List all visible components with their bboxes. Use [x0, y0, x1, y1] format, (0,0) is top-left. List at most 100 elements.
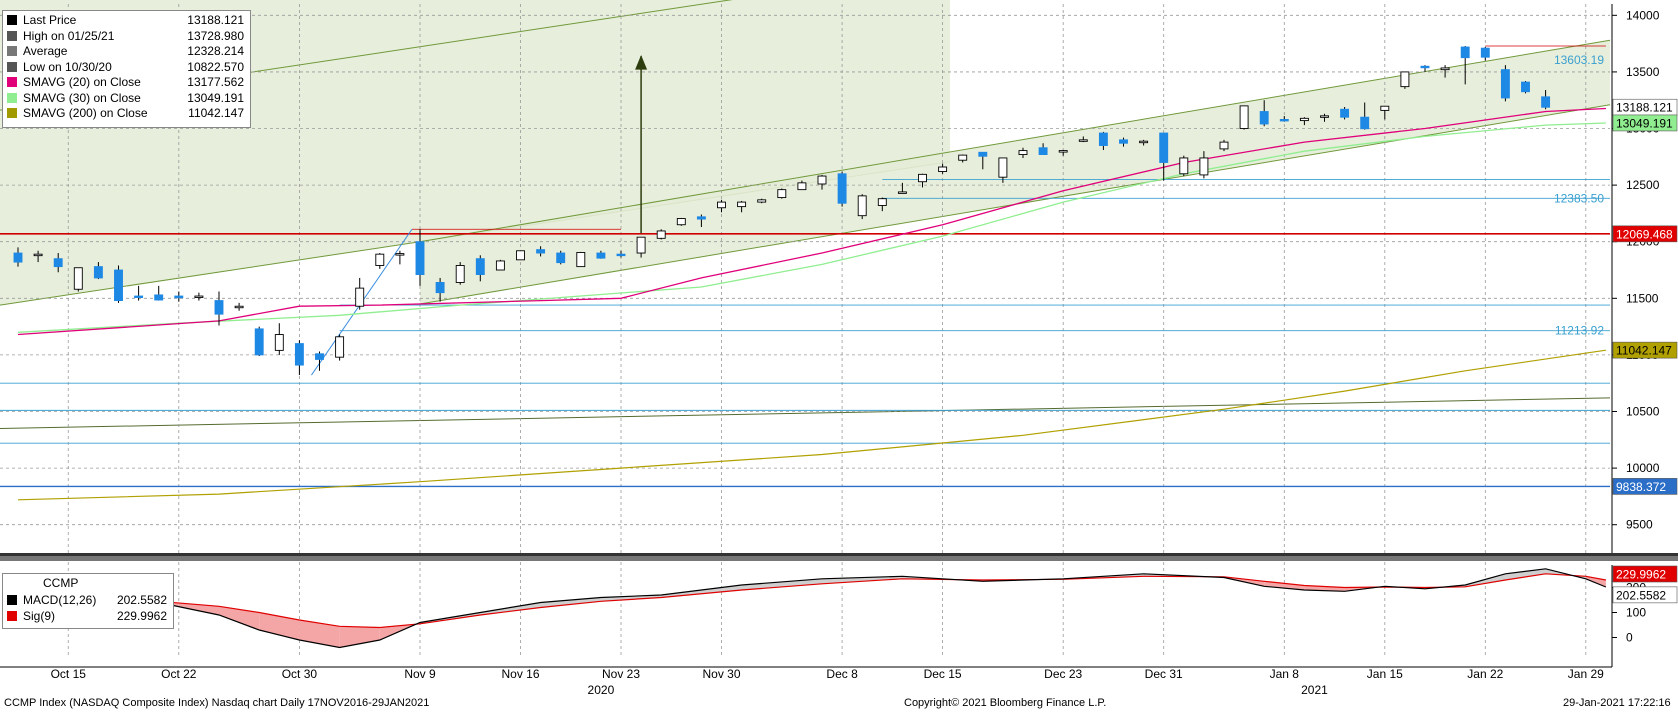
- candle-body: [636, 236, 646, 254]
- legend-swatch: [7, 77, 17, 87]
- candle-body: [274, 334, 284, 351]
- candle-body: [1480, 47, 1490, 58]
- legend-swatch: [7, 30, 17, 41]
- y-tick-label: 10000: [1626, 461, 1660, 475]
- macd-fill: [219, 606, 260, 630]
- legend-swatch: [7, 46, 17, 56]
- panel-divider-2: [0, 556, 1678, 561]
- x-tick-label: Jan 8: [1270, 667, 1300, 681]
- measure-arrow-head: [635, 54, 648, 70]
- y-tick-label: 14000: [1626, 8, 1660, 22]
- candle-body: [958, 154, 968, 161]
- macd-tag-1: [1612, 586, 1678, 604]
- x-tick-label: Oct 22: [161, 667, 197, 681]
- candle-body: [294, 343, 304, 366]
- legend-row: Low on 10/30/20 10822.570: [3, 60, 250, 74]
- candle-body: [857, 195, 867, 217]
- long-trendline: [0, 397, 1611, 429]
- sma20-line: [17, 107, 1606, 336]
- footer-timestamp: 29-Jan-2021 17:22:16: [1563, 697, 1671, 709]
- x-tick-label: Dec 8: [826, 667, 858, 681]
- legend-label: MACD(12,26): [23, 593, 97, 607]
- legend-value: 11042.147: [188, 106, 244, 120]
- candle-body: [254, 328, 264, 356]
- macd-fill: [1505, 568, 1546, 580]
- macd-fill: [1264, 581, 1305, 590]
- footer-source: CCMP Index (NASDAQ Composite Index) Nasd…: [4, 697, 430, 709]
- candle-body: [1279, 119, 1289, 122]
- legend-value: 13728.980: [187, 28, 244, 43]
- candle-body: [194, 295, 204, 298]
- macd-tag-text: 229.9962: [1616, 568, 1666, 582]
- macd-fill: [259, 612, 300, 640]
- candle-body: [1119, 139, 1128, 144]
- candle-body: [455, 265, 465, 283]
- fib-label-2: 11213.92: [1555, 324, 1604, 338]
- legend-value: 229.9962: [116, 608, 167, 623]
- price-tag-1: [1612, 114, 1678, 132]
- legend-value: 13188.121: [187, 13, 244, 27]
- candle-body: [998, 157, 1008, 178]
- candle-body: [596, 252, 606, 259]
- candle-body: [53, 258, 63, 268]
- macd-fill: [600, 595, 662, 602]
- candle-body: [1139, 140, 1149, 144]
- candle-body: [877, 198, 887, 206]
- candle-body: [395, 253, 405, 256]
- price-tag-2: [1612, 225, 1678, 243]
- fib-label-1: 12383.50: [1554, 191, 1604, 205]
- candle-body: [1179, 157, 1189, 175]
- macd-y-tick-label-0: 0: [1626, 631, 1633, 645]
- price-tag-3: [1612, 341, 1678, 359]
- legend-row: Average 12328.214: [3, 44, 250, 58]
- candle-body: [93, 266, 103, 279]
- candle-body: [536, 249, 546, 254]
- legend-swatch: [7, 108, 17, 118]
- candle-body: [1299, 117, 1309, 122]
- price-tag-text: 13188.121: [1616, 101, 1673, 115]
- footer-copyright: Copyright© 2021 Bloomberg Finance L.P.: [904, 697, 1107, 709]
- legend-swatch: [7, 595, 17, 605]
- x-tick-label: Jan 15: [1367, 667, 1403, 681]
- sma30-line: [17, 122, 1606, 333]
- x-tick-label: Nov 9: [404, 667, 436, 681]
- candle-body: [1440, 67, 1450, 71]
- y-tick-label: 13500: [1626, 65, 1660, 79]
- candle-body: [1078, 139, 1088, 142]
- fib-label-0: 13603.19: [1554, 53, 1604, 67]
- candle-body: [335, 336, 345, 358]
- price-tag-4: [1612, 478, 1678, 495]
- candle-body: [576, 252, 586, 268]
- x-tick-label: Dec 23: [1044, 667, 1082, 681]
- candle-body: [1320, 115, 1329, 118]
- x-tick-label: Dec 31: [1145, 667, 1183, 681]
- candle-body: [1521, 81, 1530, 93]
- macd-legend: CCMP MACD(12,26) 202.5582 Sig(9) 229.9962: [2, 573, 174, 629]
- candle-body: [837, 173, 847, 204]
- candle-body: [737, 201, 747, 208]
- candle-body: [375, 253, 385, 266]
- candle-body: [1340, 108, 1350, 118]
- candle-body: [817, 175, 827, 185]
- legend-label: Last Price: [23, 13, 77, 27]
- x-tick-label: Dec 15: [924, 667, 962, 681]
- legend-label: High on 01/25/21: [23, 28, 115, 43]
- signal-line: [17, 573, 1607, 629]
- x-tick-label: Jan 22: [1467, 667, 1503, 681]
- candle-body: [696, 216, 706, 220]
- candle-body: [1219, 141, 1229, 150]
- candle-body: [13, 252, 23, 263]
- legend-value: 10822.570: [187, 59, 244, 74]
- candle-body: [134, 295, 144, 298]
- candle-body: [938, 166, 948, 172]
- candle-body: [656, 230, 666, 239]
- candle-body: [556, 252, 566, 264]
- candle-body: [415, 241, 425, 275]
- legend-swatch: [7, 92, 17, 103]
- candle-body: [174, 295, 184, 299]
- macd-y-tick-label-1: 100: [1626, 606, 1646, 620]
- x-tick-label: Nov 16: [501, 667, 539, 681]
- candle-body: [897, 191, 907, 194]
- main-channel-fill: [420, 40, 1610, 304]
